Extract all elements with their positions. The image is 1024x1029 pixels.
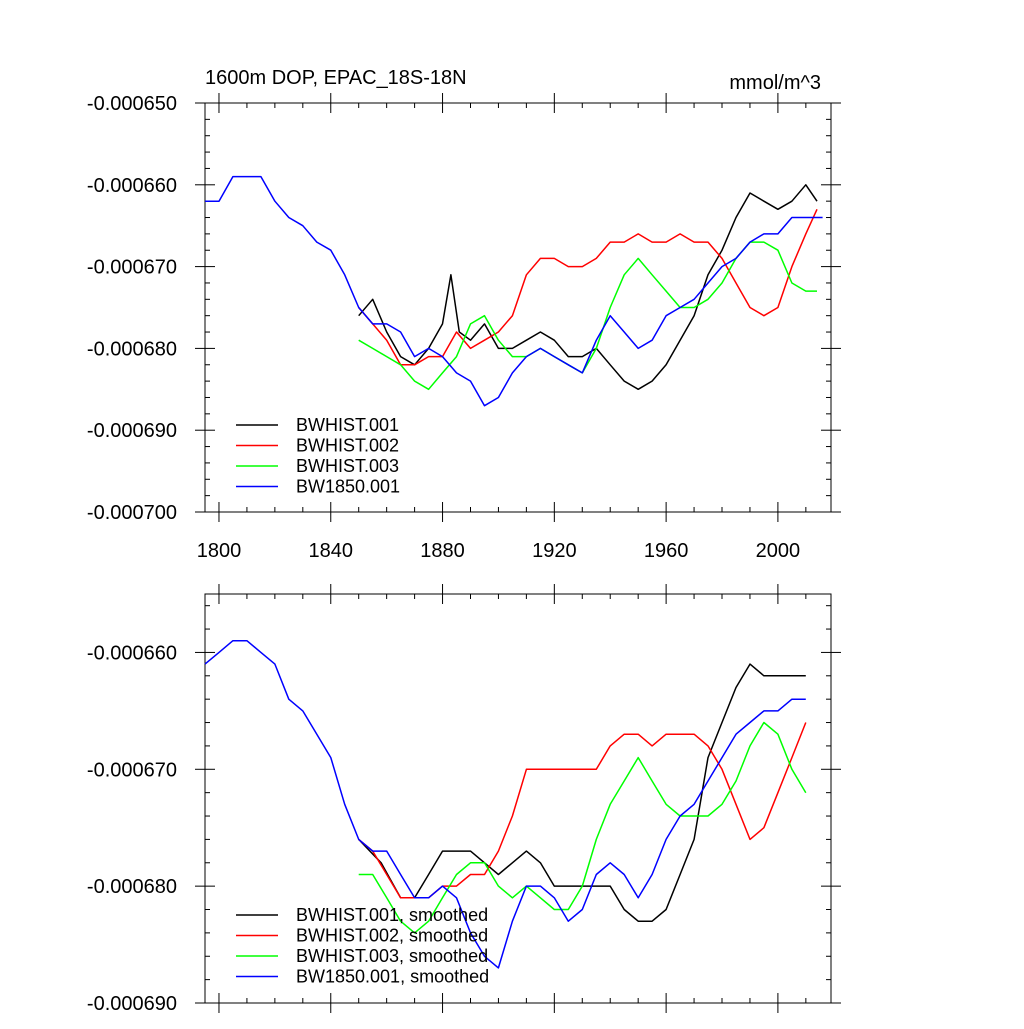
series-line-bw1850-001-smoothed — [204, 639, 806, 969]
legend-label: BW1850.001 — [296, 477, 400, 497]
x-tick-label: 1800 — [197, 540, 242, 562]
y-tick-label: -0.000660 — [87, 642, 177, 664]
plot-frame — [204, 593, 832, 1004]
bottom-panel: -0.000660 -0.000670 -0.000680 -0.000690 BWHI… — [87, 584, 841, 1015]
legend-label: BWHIST.001 — [296, 415, 399, 435]
y-tick-label: -0.000700 — [87, 502, 177, 524]
x-tick-label: 1880 — [420, 540, 465, 562]
legend-label: BWHIST.003 — [296, 456, 399, 476]
plot-frame — [204, 102, 832, 513]
legend-label: BW1850.001, smoothed — [296, 967, 489, 987]
legend-label: BWHIST.001, smoothed — [296, 905, 488, 925]
series-line-bwhist-001-smoothed — [358, 663, 806, 922]
top-panel: 1800 1840 1880 1920 1960 2000 -0.000650 -0.0006… — [87, 67, 841, 562]
units-label: mmol/m^3 — [729, 72, 821, 94]
y-tick-label: -0.000660 — [87, 175, 177, 197]
x-tick-label: 2000 — [756, 540, 801, 562]
x-tick-label: 1840 — [309, 540, 354, 562]
y-tick-label: -0.000670 — [87, 759, 177, 781]
series-line-bwhist-003-smoothed — [358, 721, 807, 934]
x-tick-label: 1960 — [644, 540, 689, 562]
legend-label: BWHIST.003, smoothed — [296, 946, 488, 966]
legend-label: BWHIST.002 — [296, 436, 399, 456]
legend-label: BWHIST.002, smoothed — [296, 926, 488, 946]
x-tick-label: 1920 — [532, 540, 577, 562]
y-tick-label: -0.000690 — [87, 993, 177, 1015]
series-line-bwhist-001 — [358, 184, 818, 391]
chart-title: 1600m DOP, EPAC_18S-18N — [205, 67, 467, 89]
series-line-bw1850-001 — [205, 175, 823, 407]
series-line-bwhist-002 — [358, 208, 818, 366]
y-tick-label: -0.000670 — [87, 257, 177, 279]
y-tick-label: -0.000680 — [87, 338, 177, 360]
y-tick-label: -0.000650 — [87, 93, 177, 115]
y-tick-label: -0.000690 — [87, 420, 177, 442]
y-tick-label: -0.000680 — [87, 876, 177, 898]
